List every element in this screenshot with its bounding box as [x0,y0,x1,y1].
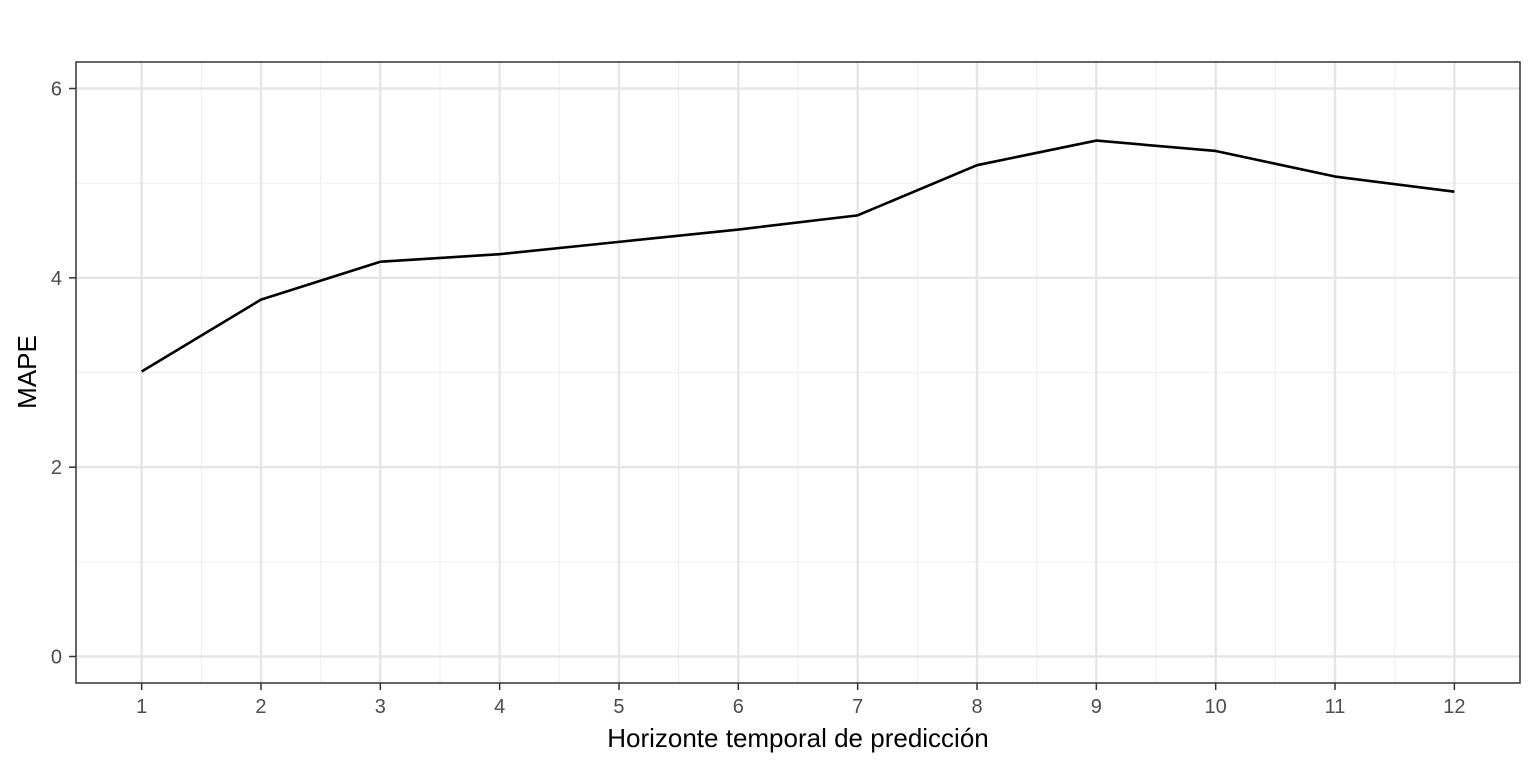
y-tick-label: 2 [51,457,62,479]
y-tick-label: 0 [51,646,62,668]
y-tick-label: 4 [51,268,62,290]
x-tick-label: 9 [1091,696,1102,718]
x-tick-label: 8 [971,696,982,718]
x-tick-label: 12 [1443,696,1465,718]
x-tick-label: 2 [255,696,266,718]
grid-lines [76,62,1520,683]
x-axis-title: Horizonte temporal de predicción [607,723,989,753]
series-group [140,139,1455,373]
panel-border [75,61,1521,684]
x-tick-label: 11 [1325,696,1346,718]
y-tick-label: 6 [51,79,62,101]
x-tick-label: 5 [613,696,624,718]
x-tick-label: 1 [136,696,147,718]
x-tick-label: 4 [494,696,505,718]
y-axis-title: MAPE [12,335,42,409]
series-line [140,139,1455,373]
x-tick-label: 10 [1205,696,1227,718]
x-tick-label: 3 [375,696,386,718]
x-tick-label: 6 [733,696,744,718]
x-tick-label: 7 [852,696,863,718]
